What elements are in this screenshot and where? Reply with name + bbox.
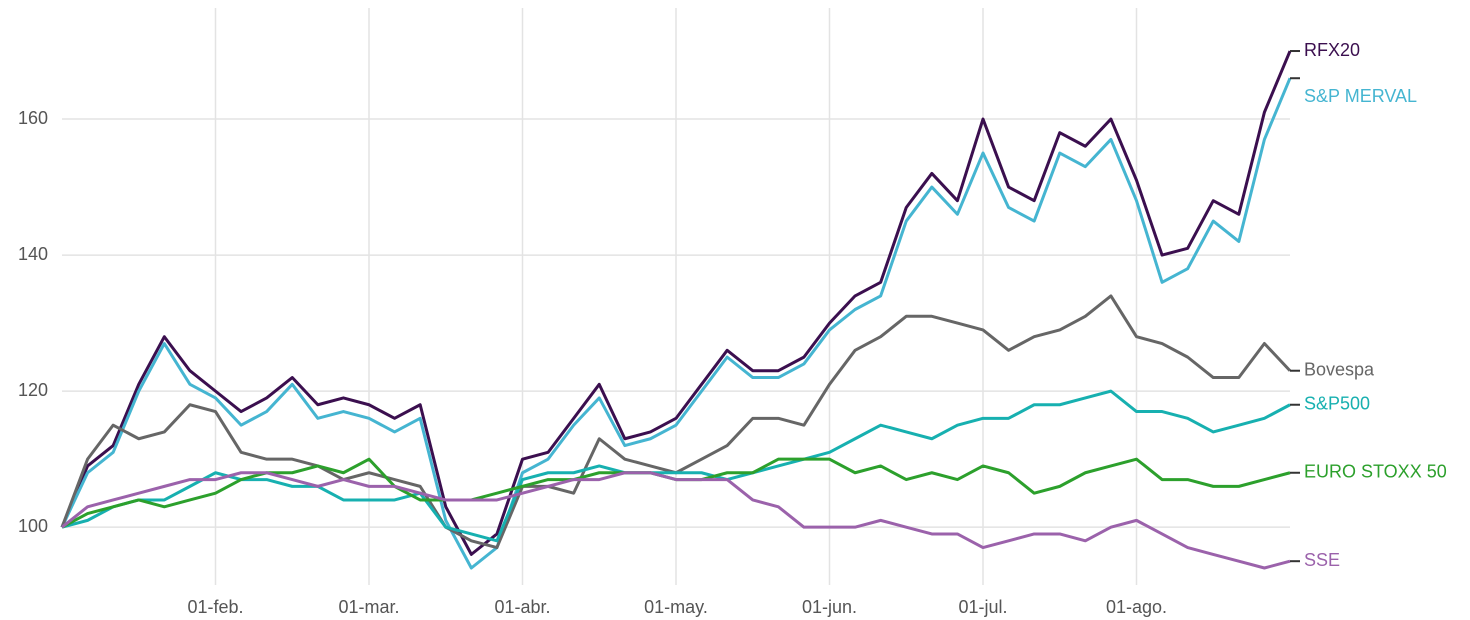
x-tick-label: 01-ago. bbox=[1106, 597, 1167, 617]
series-line bbox=[60, 77, 1292, 570]
y-tick-label: 100 bbox=[18, 516, 48, 536]
y-tick-label: 140 bbox=[18, 244, 48, 264]
x-tick-label: 01-jun. bbox=[802, 597, 857, 617]
series-label: S&P500 bbox=[1304, 393, 1370, 413]
series-line bbox=[60, 50, 1292, 556]
series-label: RFX20 bbox=[1304, 40, 1360, 60]
x-tick-label: 01-may. bbox=[644, 597, 708, 617]
series-line bbox=[61, 471, 1291, 570]
series-label: EURO STOXX 50 bbox=[1304, 462, 1447, 482]
series-label: S&P MERVAL bbox=[1304, 86, 1417, 106]
y-tick-label: 160 bbox=[18, 108, 48, 128]
x-tick-label: 01-feb. bbox=[187, 597, 243, 617]
x-tick-label: 01-jul. bbox=[958, 597, 1007, 617]
series-label: SSE bbox=[1304, 550, 1340, 570]
x-tick-label: 01-mar. bbox=[338, 597, 399, 617]
series-label: Bovespa bbox=[1304, 359, 1375, 379]
series-line bbox=[61, 389, 1291, 543]
y-tick-label: 120 bbox=[18, 380, 48, 400]
x-tick-label: 01-abr. bbox=[494, 597, 550, 617]
